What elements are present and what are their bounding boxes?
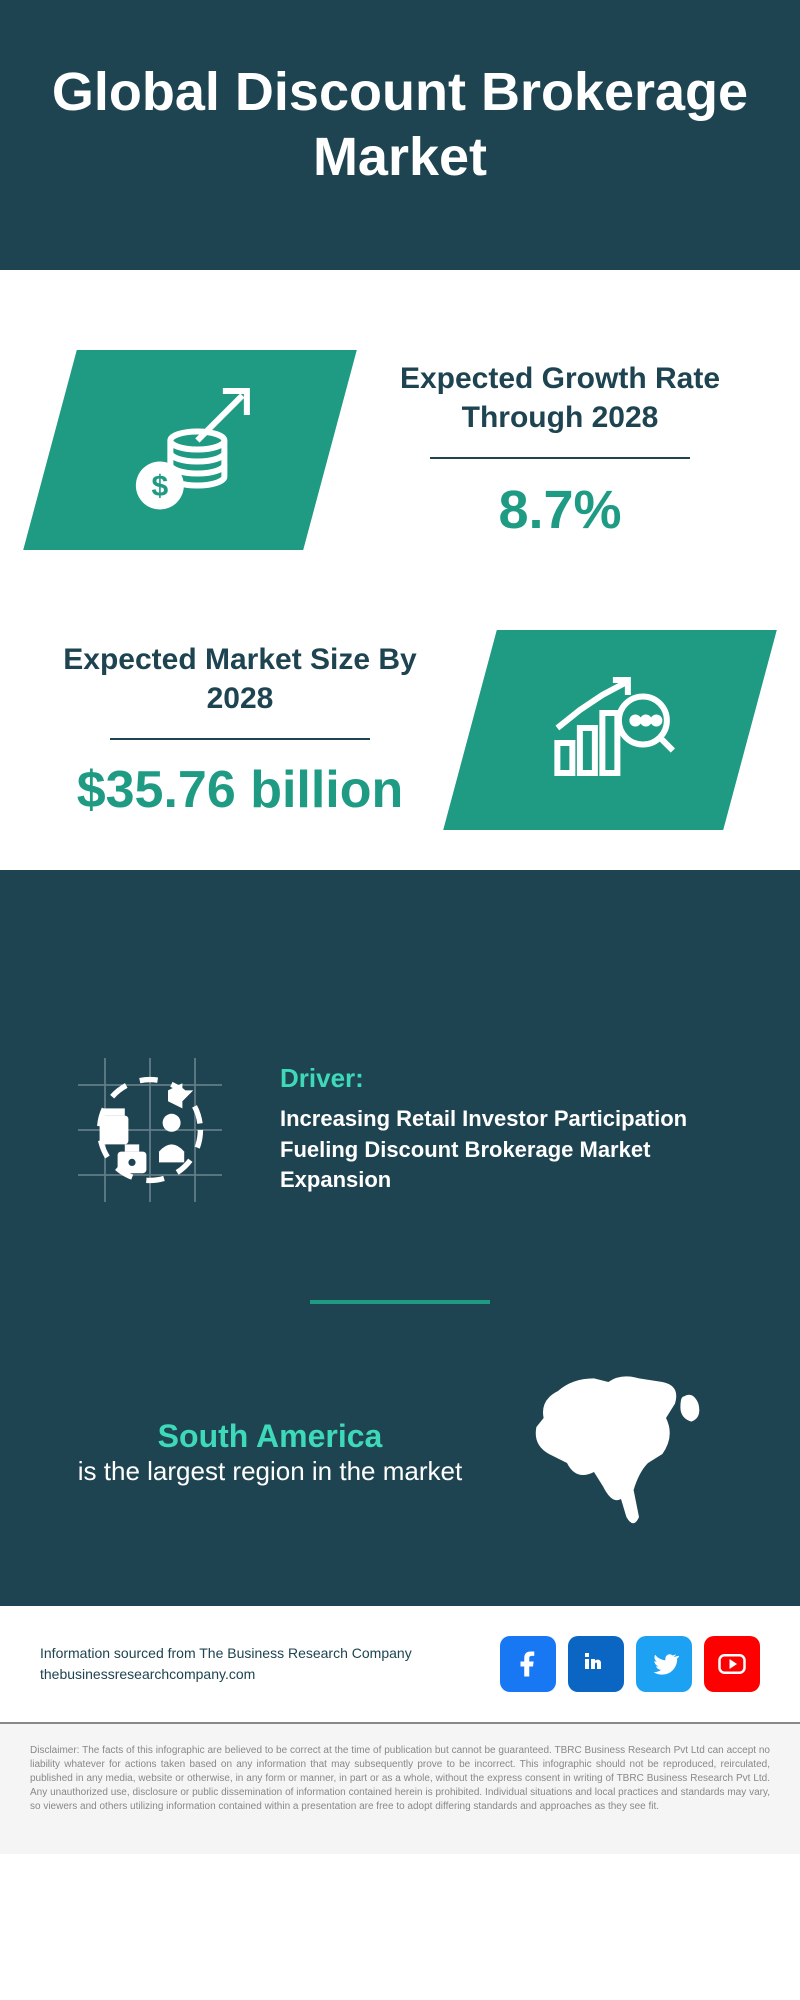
page-title: Global Discount Brokerage Market <box>40 60 760 190</box>
facebook-icon[interactable] <box>500 1636 556 1692</box>
footer-url: thebusinessresearchcompany.com <box>40 1664 480 1685</box>
linkedin-icon[interactable] <box>568 1636 624 1692</box>
growth-value: 8.7% <box>370 479 750 541</box>
market-title: Expected Market Size By 2028 <box>50 640 430 718</box>
footer: Information sourced from The Business Re… <box>0 1604 800 1724</box>
region-section: South America is the largest region in t… <box>0 1344 800 1604</box>
social-icons <box>500 1636 760 1692</box>
skyline-graphic <box>0 870 800 1010</box>
svg-text:$: $ <box>152 469 169 502</box>
coins-arrow-icon: $ <box>115 372 265 522</box>
driver-label: Driver: <box>280 1063 740 1094</box>
driver-section: Driver: Increasing Retail Investor Parti… <box>0 1010 800 1260</box>
map-icon <box>520 1364 740 1544</box>
growth-title: Expected Growth Rate Through 2028 <box>370 359 750 437</box>
driver-text: Driver: Increasing Retail Investor Parti… <box>280 1063 740 1196</box>
region-text: South America is the largest region in t… <box>60 1418 480 1489</box>
chart-magnify-icon <box>535 652 685 802</box>
youtube-icon[interactable] <box>704 1636 760 1692</box>
market-value: $35.76 billion <box>50 760 430 820</box>
spacer <box>0 270 800 310</box>
market-icon-panel <box>443 630 777 830</box>
divider <box>430 457 690 459</box>
growth-stat: Expected Growth Rate Through 2028 8.7% <box>370 359 750 541</box>
footer-info: Information sourced from The Business Re… <box>40 1643 480 1685</box>
disclaimer: Disclaimer: The facts of this infographi… <box>0 1724 800 1854</box>
driver-body: Increasing Retail Investor Participation… <box>280 1104 740 1196</box>
divider <box>110 738 370 740</box>
footer-source: Information sourced from The Business Re… <box>40 1643 480 1664</box>
growth-icon-panel: $ <box>23 350 357 550</box>
dark-panel: Driver: Increasing Retail Investor Parti… <box>0 870 800 1604</box>
market-stat: Expected Market Size By 2028 $35.76 bill… <box>50 640 430 820</box>
driver-icon <box>60 1040 240 1220</box>
stat-market-section: Expected Market Size By 2028 $35.76 bill… <box>0 590 800 870</box>
header: Global Discount Brokerage Market <box>0 0 800 270</box>
divider <box>310 1300 490 1304</box>
twitter-icon[interactable] <box>636 1636 692 1692</box>
region-subtitle: is the largest region in the market <box>60 1455 480 1489</box>
region-name: South America <box>60 1418 480 1455</box>
stat-growth-section: $ Expected Growth Rate Through 2028 8.7% <box>0 310 800 590</box>
